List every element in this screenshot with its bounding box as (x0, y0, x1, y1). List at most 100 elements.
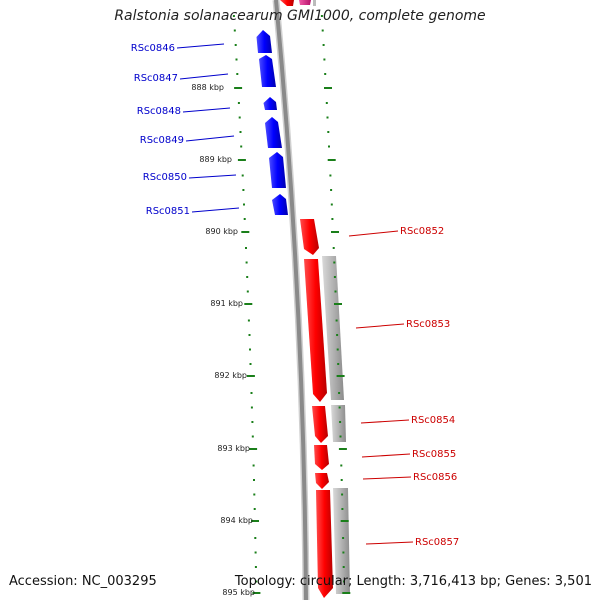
feature-gray-top (313, 0, 316, 6)
tick-minor-inner (242, 189, 245, 191)
tick-minor-outer (330, 189, 333, 191)
tick-major-inner (249, 448, 258, 450)
tick-major-outer (340, 520, 349, 522)
accession-text: Accession: NC_003295 (9, 574, 157, 589)
backbone-line (274, 0, 308, 600)
tick-minor-outer (326, 116, 329, 119)
tick-minor-inner (243, 203, 245, 206)
tick-minor-inner (246, 276, 249, 278)
tick-minor-outer (336, 334, 339, 336)
tick-major-outer (324, 87, 332, 89)
cds-shadow-3 (333, 488, 350, 594)
reverse-gene-RSc0846 (256, 30, 272, 53)
kbp-label-892: 892 kbp (214, 371, 247, 380)
tick-minor-inner (254, 566, 257, 568)
tick-minor-inner (247, 319, 250, 322)
feature-pink-top (299, 0, 311, 5)
tick-minor-outer (337, 363, 340, 365)
tick-minor-outer (341, 508, 344, 510)
forward-gene-RSc0857 (316, 490, 333, 598)
reverse-gene-RSc0850 (269, 152, 286, 188)
tick-major-inner (251, 520, 259, 522)
kbp-labels: 888 kbp 889 kbp 890 kbp 891 kbp 892 kbp … (191, 83, 255, 597)
tick-minor-outer (340, 479, 343, 481)
tick-minor-outer (338, 406, 341, 409)
tick-major-outer (327, 159, 336, 161)
label-RSc0853: RSc0853 (406, 319, 450, 330)
tick-minor-outer (335, 319, 338, 322)
tick-marks (232, 15, 351, 594)
tick-minor-inner (232, 15, 235, 17)
tick-minor-outer (341, 493, 344, 496)
tick-minor-outer (320, 15, 323, 17)
tick-minor-outer (329, 174, 332, 177)
forward-gene-RSc0852 (300, 219, 319, 255)
topology-text: Topology: circular; Length: 3,716,413 bp… (234, 574, 592, 589)
tick-major-outer (338, 448, 347, 450)
label-RSc0854: RSc0854 (411, 415, 455, 426)
tick-major-inner (246, 375, 255, 377)
tick-minor-outer (321, 29, 324, 32)
tick-minor-inner (245, 247, 247, 249)
tick-minor-inner (255, 580, 258, 583)
tick-minor-outer (327, 131, 330, 133)
tick-major-outer (342, 592, 351, 594)
feature-red-top (280, 0, 294, 6)
label-RSc0851: RSc0851 (146, 206, 190, 217)
tick-major-inner (237, 159, 246, 161)
tick-major-outer (334, 303, 342, 305)
label-RSc0850: RSc0850 (143, 172, 187, 183)
tick-major-inner (252, 592, 261, 594)
tick-major-inner (244, 303, 253, 305)
tick-minor-inner (241, 174, 244, 177)
tick-minor-outer (324, 73, 327, 75)
tick-minor-outer (323, 58, 326, 61)
kbp-label-888: 888 kbp (191, 83, 224, 92)
tick-minor-inner (245, 261, 248, 264)
reverse-gene-labels: RSc0846 RSc0847 RSc0848 RSc0849 RSc0850 … (131, 43, 190, 217)
tick-minor-outer (338, 392, 341, 394)
forward-gene-RSc0855 (314, 445, 329, 470)
tick-minor-outer (343, 580, 345, 583)
tick-minor-outer (333, 261, 336, 264)
tick-minor-inner (253, 493, 256, 496)
tick-minor-outer (340, 464, 343, 467)
tick-minor-outer (342, 537, 345, 539)
tick-minor-inner (234, 44, 237, 46)
reverse-gene-RSc0849 (265, 117, 282, 148)
tick-minor-outer (336, 348, 339, 351)
tick-minor-outer (331, 218, 334, 220)
kbp-label-889: 889 kbp (199, 155, 232, 164)
tick-minor-inner (249, 363, 252, 365)
tick-minor-outer (322, 44, 325, 46)
cds-shadow-2 (331, 405, 346, 442)
tick-minor-inner (235, 58, 238, 61)
kbp-label-895: 895 kbp (222, 588, 255, 597)
label-RSc0847: RSc0847 (134, 73, 178, 84)
tick-minor-inner (236, 73, 239, 75)
tick-minor-inner (254, 551, 257, 554)
forward-gene-RSc0854 (312, 406, 328, 443)
tick-minor-outer (325, 102, 328, 104)
tick-major-inner (241, 231, 250, 233)
tick-minor-outer (332, 247, 335, 249)
tick-minor-inner (253, 479, 255, 481)
tick-minor-inner (246, 290, 249, 293)
tick-minor-outer (342, 566, 345, 568)
reverse-gene-RSc0848 (263, 97, 277, 110)
tick-minor-inner (250, 392, 253, 394)
tick-major-outer (331, 231, 339, 233)
tick-minor-inner (250, 406, 253, 409)
tick-minor-outer (339, 435, 342, 438)
tick-minor-outer (334, 290, 337, 293)
tick-minor-inner (248, 334, 251, 336)
reverse-gene-RSc0847 (259, 55, 276, 87)
reverse-gene-RSc0851 (272, 194, 288, 215)
forward-gene-RSc0856 (315, 473, 329, 489)
tick-minor-outer (342, 551, 345, 554)
label-RSc0848: RSc0848 (137, 106, 181, 117)
tick-minor-inner (238, 116, 241, 119)
tick-minor-outer (333, 276, 336, 278)
tick-minor-inner (249, 348, 251, 351)
